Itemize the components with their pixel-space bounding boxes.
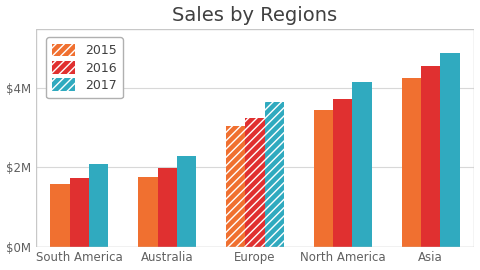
Bar — [440, 53, 459, 247]
Legend: 2015, 2016, 2017: 2015, 2016, 2017 — [46, 37, 123, 98]
Bar — [50, 184, 70, 247]
Bar — [226, 126, 245, 247]
Bar — [245, 118, 264, 247]
Bar — [70, 178, 89, 247]
Bar — [177, 156, 196, 247]
Bar — [89, 164, 108, 247]
Bar — [421, 66, 440, 247]
Bar — [314, 110, 333, 247]
Bar — [157, 168, 177, 247]
Bar — [264, 102, 284, 247]
Bar — [36, 29, 474, 247]
Bar — [402, 78, 421, 247]
Title: Sales by Regions: Sales by Regions — [172, 6, 337, 25]
Bar — [352, 82, 372, 247]
Bar — [333, 99, 352, 247]
Bar — [138, 177, 157, 247]
